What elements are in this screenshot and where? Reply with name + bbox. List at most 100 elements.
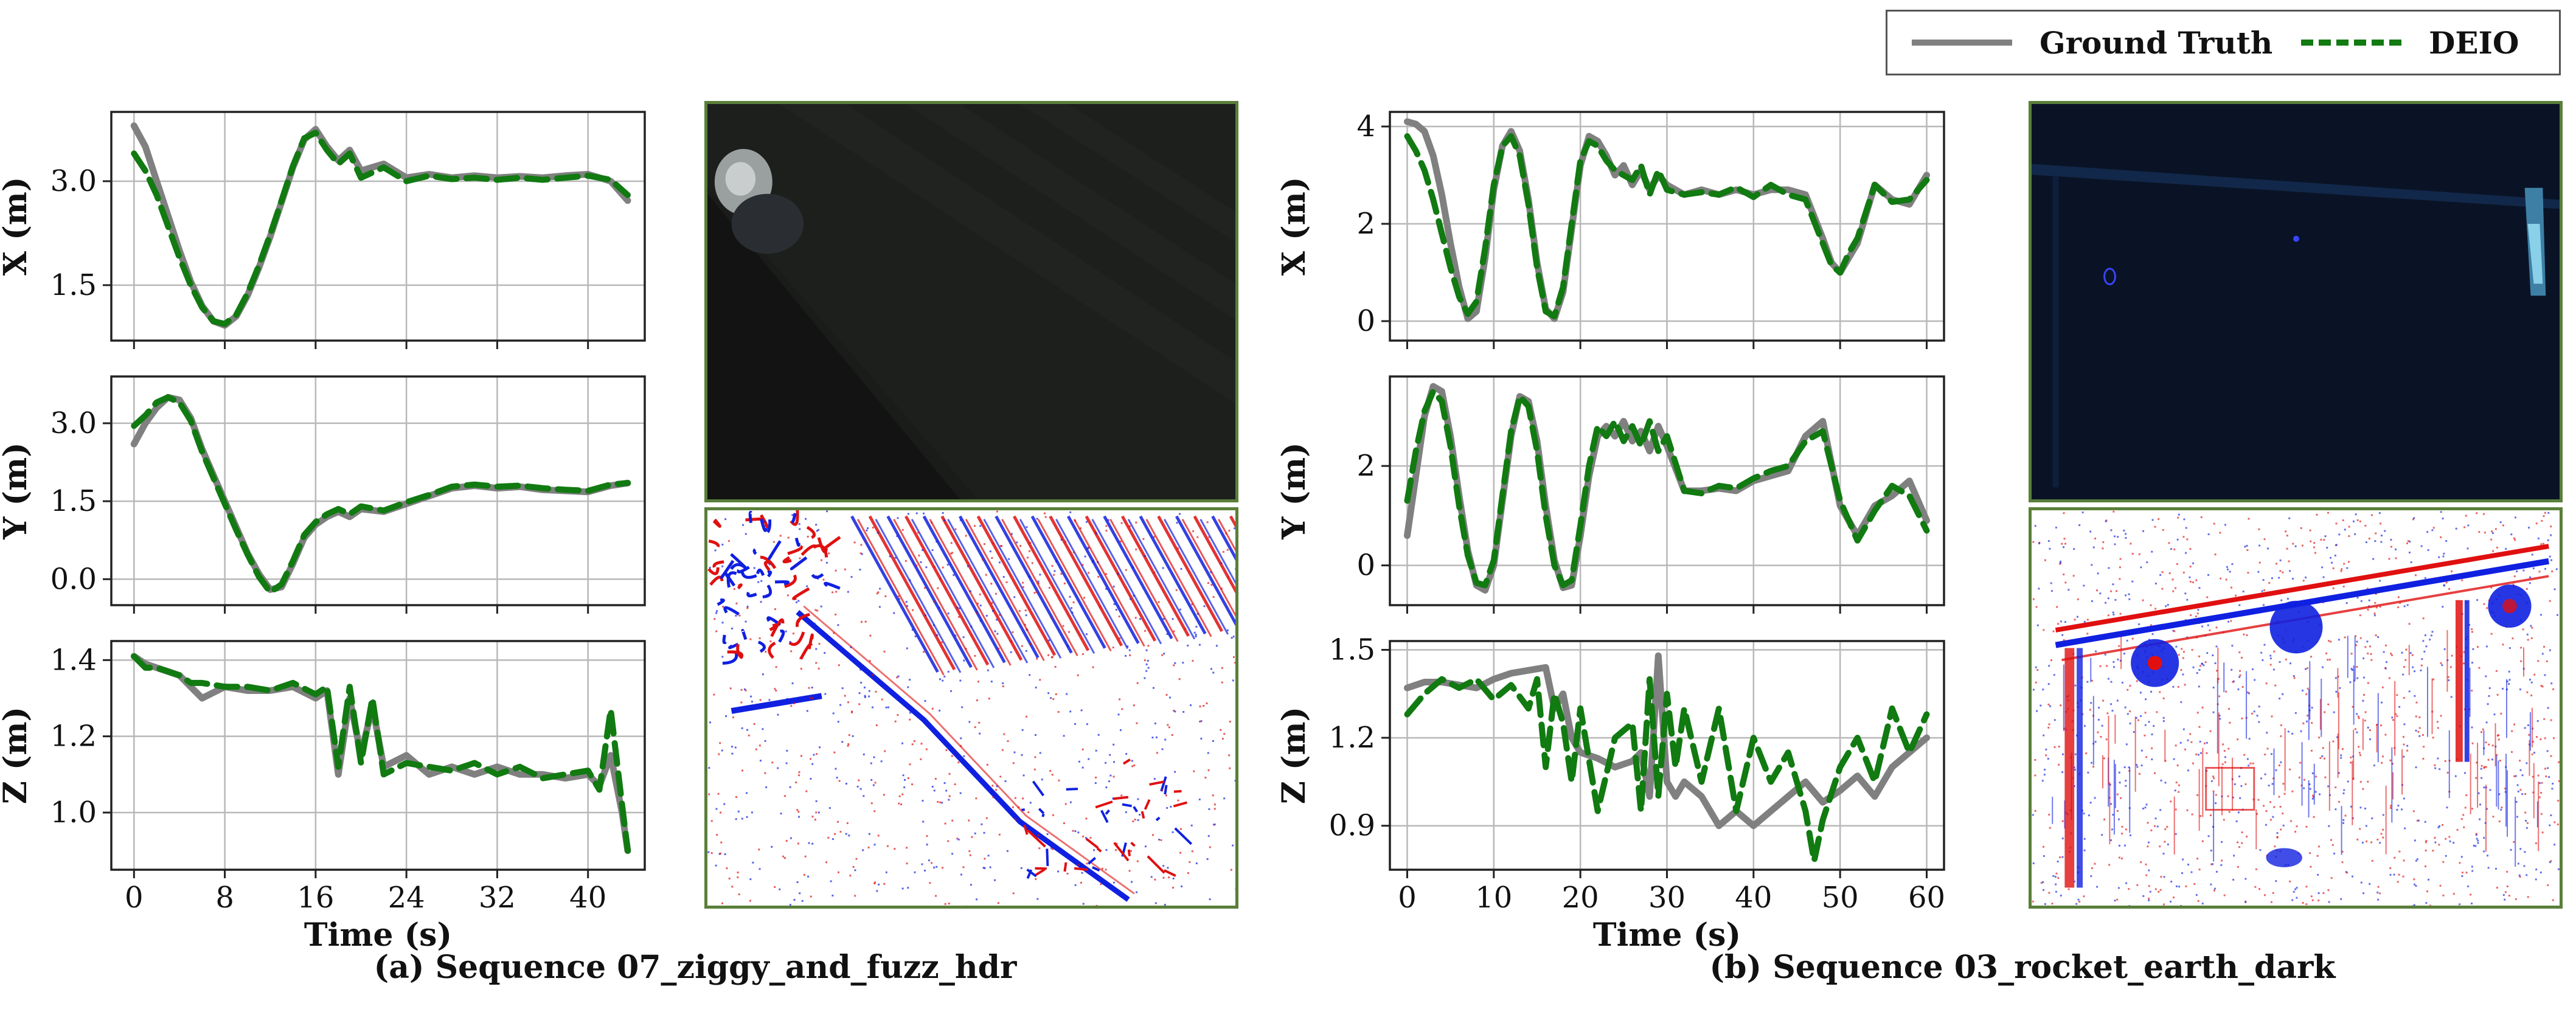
event-stroke bbox=[2453, 842, 2455, 844]
event-stroke bbox=[992, 796, 995, 799]
event-stroke bbox=[2055, 526, 2057, 529]
event-stroke bbox=[2226, 566, 2228, 568]
event-stroke bbox=[2064, 543, 2067, 545]
event-stroke bbox=[932, 624, 935, 626]
event-stroke bbox=[2368, 538, 2370, 539]
event-stroke bbox=[2289, 570, 2291, 572]
event-stroke bbox=[1109, 754, 1111, 756]
event-stroke bbox=[2212, 654, 2214, 657]
event-stroke bbox=[1223, 797, 1226, 800]
event-stroke bbox=[2105, 520, 2107, 522]
event-stroke bbox=[2540, 685, 2543, 687]
event-stroke bbox=[1173, 801, 1188, 808]
event-stroke bbox=[2492, 550, 2494, 552]
event-stroke bbox=[1101, 867, 1103, 870]
event-stroke bbox=[709, 721, 712, 724]
event-stroke bbox=[1230, 869, 1232, 871]
event-stroke bbox=[1044, 516, 1047, 518]
event-stroke bbox=[807, 875, 810, 878]
event-stroke bbox=[2269, 664, 2272, 666]
event-stroke bbox=[2328, 901, 2330, 903]
event-stroke bbox=[2354, 728, 2356, 730]
event-stroke bbox=[2151, 550, 2153, 553]
event-stroke bbox=[766, 519, 772, 533]
event-stroke bbox=[2229, 570, 2231, 573]
event-stroke bbox=[1228, 754, 1231, 757]
event-stroke bbox=[2042, 881, 2044, 883]
event-stroke bbox=[2327, 511, 2329, 514]
event-stroke bbox=[864, 540, 867, 543]
event-stroke bbox=[2154, 608, 2157, 610]
event-stroke bbox=[1088, 856, 1097, 865]
event-stroke bbox=[889, 555, 891, 558]
event-stroke bbox=[2045, 748, 2047, 751]
event-stroke bbox=[2280, 761, 2282, 763]
event-stroke bbox=[2032, 862, 2035, 864]
event-stroke bbox=[2272, 892, 2274, 894]
event-stroke bbox=[2054, 746, 2056, 748]
event-stroke bbox=[2324, 757, 2325, 760]
event-stroke bbox=[2192, 762, 2194, 765]
event-stroke bbox=[837, 820, 839, 823]
event-stroke bbox=[828, 552, 830, 555]
event-stroke bbox=[1227, 576, 1229, 578]
event-stroke bbox=[2131, 553, 2134, 555]
event-stroke bbox=[2091, 564, 2093, 566]
event-stroke bbox=[838, 664, 840, 667]
event-stroke bbox=[1144, 629, 1147, 632]
event-stroke bbox=[2192, 562, 2195, 564]
event-stroke bbox=[2547, 767, 2549, 769]
event-stroke bbox=[2520, 647, 2522, 649]
event-stroke bbox=[2237, 688, 2240, 690]
event-stroke bbox=[2186, 538, 2189, 541]
event-stroke bbox=[901, 793, 904, 796]
event-stroke bbox=[1028, 575, 1030, 578]
event-stroke bbox=[968, 819, 970, 822]
event-stroke bbox=[1128, 649, 1131, 651]
event-stroke bbox=[2422, 640, 2425, 642]
event-stroke bbox=[2271, 783, 2274, 785]
event-stroke bbox=[735, 602, 738, 605]
event-stroke bbox=[2482, 728, 2484, 730]
event-stroke bbox=[2445, 855, 2447, 857]
event-stroke bbox=[2367, 682, 2369, 684]
event-stroke bbox=[2145, 756, 2148, 758]
event-stroke bbox=[2276, 563, 2278, 565]
event-stroke bbox=[2182, 673, 2184, 676]
legend-item-ground-truth: Ground Truth bbox=[1912, 12, 2272, 74]
event-stroke bbox=[1207, 582, 1209, 584]
event-stroke bbox=[2166, 825, 2168, 828]
event-stroke bbox=[2209, 730, 2212, 732]
event-stroke bbox=[868, 695, 870, 698]
event-stroke bbox=[1154, 902, 1157, 904]
event-stroke bbox=[1026, 869, 1037, 878]
event-stroke bbox=[1012, 806, 1014, 808]
event-stroke bbox=[2112, 814, 2114, 816]
event-stroke bbox=[2219, 718, 2221, 720]
event-stroke bbox=[2302, 722, 2305, 724]
event-stroke bbox=[2541, 685, 2544, 688]
event-stroke bbox=[2527, 896, 2529, 898]
event-stroke bbox=[2471, 742, 2474, 744]
event-stroke bbox=[2083, 813, 2085, 815]
event-stroke bbox=[868, 833, 870, 835]
event-stroke bbox=[816, 609, 819, 612]
event-stroke bbox=[1094, 530, 1097, 533]
event-stroke bbox=[2365, 541, 2367, 544]
event-stroke bbox=[2558, 780, 2560, 782]
event-stroke bbox=[2243, 754, 2246, 756]
event-stroke bbox=[1064, 803, 1067, 805]
event-stroke bbox=[2448, 836, 2451, 838]
event-stroke bbox=[2369, 882, 2371, 885]
event-stroke bbox=[1113, 842, 1130, 862]
event-stroke bbox=[2557, 868, 2560, 870]
event-stroke bbox=[1066, 693, 1068, 695]
event-stroke bbox=[2113, 666, 2115, 668]
event-stroke bbox=[790, 556, 808, 570]
event-stroke bbox=[774, 608, 776, 611]
event-stroke bbox=[2502, 524, 2504, 527]
event-stroke bbox=[2104, 653, 2106, 656]
event-stroke bbox=[2460, 856, 2463, 858]
event-stroke bbox=[2060, 620, 2063, 623]
event-stroke bbox=[791, 514, 794, 516]
